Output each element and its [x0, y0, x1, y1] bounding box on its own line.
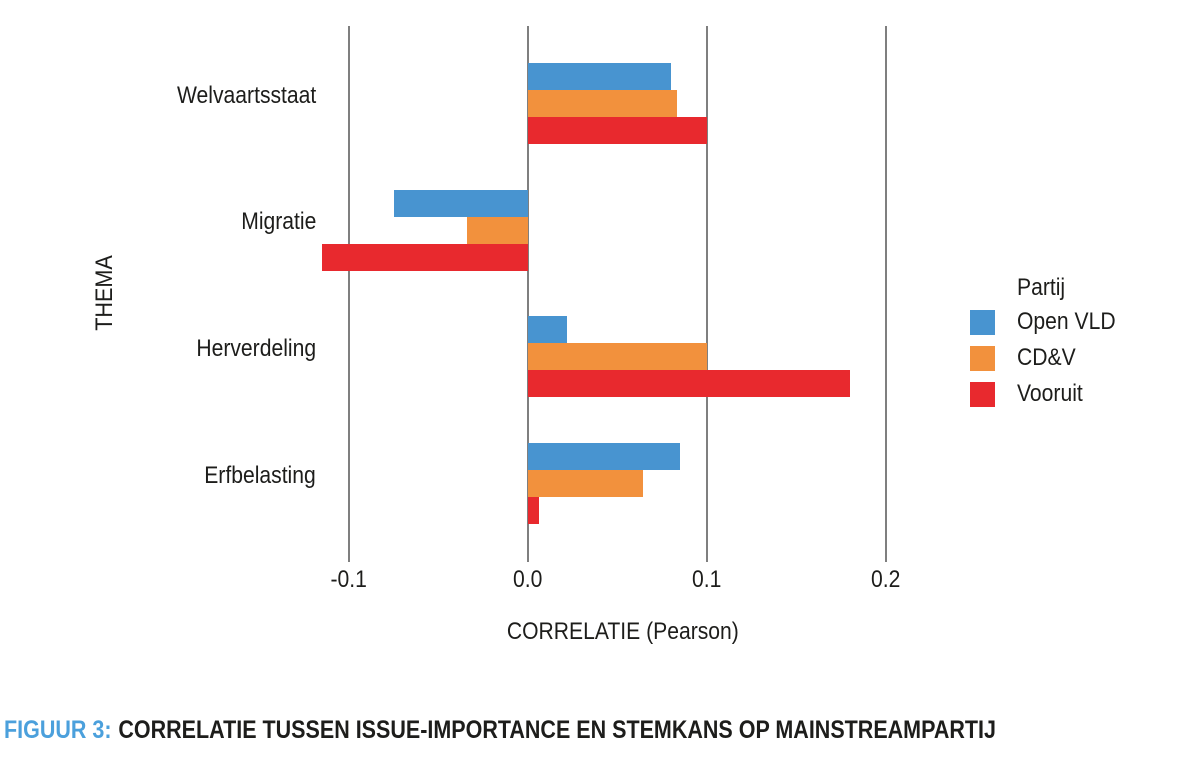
x-gridline — [706, 26, 708, 562]
legend-item-label: CD&V — [1017, 344, 1076, 371]
legend: Partij Open VLD CD&V Vooruit — [970, 274, 1129, 417]
bar-cd-v — [528, 90, 677, 117]
x-tick-label: 0.1 — [692, 566, 722, 593]
legend-item-label: Open VLD — [1017, 308, 1116, 335]
category-label: Herverdeling — [196, 334, 316, 362]
legend-swatch-icon — [970, 345, 995, 371]
legend-item: Open VLD — [970, 308, 1129, 335]
bar-open-vld — [528, 316, 568, 344]
x-axis-title: CORRELATIE (Pearson) — [468, 618, 778, 646]
legend-item-label: Vooruit — [1017, 380, 1083, 407]
x-tick-label: 0.2 — [871, 566, 901, 593]
x-gridline — [885, 26, 887, 562]
legend-swatch-icon — [970, 381, 995, 407]
category-label: Erfbelasting — [204, 461, 316, 489]
legend-items: Open VLD CD&V Vooruit — [970, 308, 1129, 407]
x-tick-label: 0.0 — [513, 566, 543, 593]
bar-vooruit — [322, 243, 528, 271]
x-axis-title-text: CORRELATIE (Pearson) — [507, 618, 739, 645]
bar-vooruit — [528, 117, 707, 144]
x-gridline — [527, 26, 529, 562]
legend-item: Vooruit — [970, 380, 1129, 407]
bar-cd-v — [467, 216, 528, 244]
bar-cd-v — [528, 470, 643, 498]
category-label: Welvaartsstaat — [176, 81, 316, 109]
x-gridline — [348, 26, 350, 562]
legend-swatch-icon — [970, 309, 995, 335]
bar-vooruit — [528, 370, 851, 398]
legend-item: CD&V — [970, 344, 1129, 371]
figure-caption-number: FIGUUR 3: — [4, 716, 112, 744]
x-tick-label: -0.1 — [330, 566, 368, 593]
bar-cd-v — [528, 343, 707, 371]
bar-open-vld — [528, 63, 672, 90]
figure-caption-text: CORRELATIE TUSSEN ISSUE-IMPORTANCE EN ST… — [118, 716, 996, 744]
bar-open-vld — [528, 443, 681, 471]
bar-vooruit — [528, 497, 539, 525]
y-axis-title-text: THEMA — [91, 255, 118, 331]
bar-open-vld — [393, 189, 528, 217]
category-label: Migratie — [240, 208, 316, 236]
figure-caption: FIGUUR 3: CORRELATIE TUSSEN ISSUE-IMPORTA… — [4, 716, 996, 745]
legend-title: Partij — [1017, 274, 1066, 301]
